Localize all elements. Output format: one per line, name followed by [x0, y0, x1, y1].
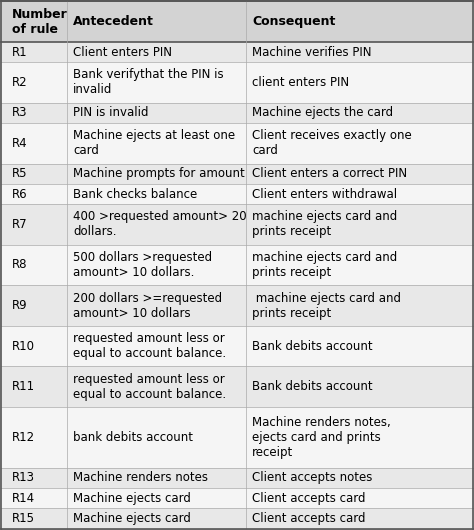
Text: Machine renders notes,
ejects card and prints
receipt: Machine renders notes, ejects card and p…: [252, 416, 391, 459]
Text: 200 dollars >=requested
amount> 10 dollars: 200 dollars >=requested amount> 10 dolla…: [73, 292, 222, 320]
Bar: [1, 184, 473, 204]
Text: R5: R5: [12, 167, 27, 180]
Text: R10: R10: [12, 340, 35, 352]
Text: 400 >requested amount> 20
dollars.: 400 >requested amount> 20 dollars.: [73, 210, 246, 238]
Text: Client receives exactly one
card: Client receives exactly one card: [252, 129, 412, 157]
Text: R8: R8: [12, 259, 27, 271]
Text: R9: R9: [12, 299, 27, 312]
Text: Client enters PIN: Client enters PIN: [73, 46, 172, 59]
Bar: [1, 245, 473, 285]
Bar: [1, 204, 473, 245]
Text: Client enters withdrawal: Client enters withdrawal: [252, 188, 397, 200]
Text: Client enters a correct PIN: Client enters a correct PIN: [252, 167, 407, 180]
Text: R4: R4: [12, 137, 27, 150]
Text: R1: R1: [12, 46, 27, 59]
Bar: [1, 508, 473, 528]
Bar: [1, 407, 473, 468]
Bar: [1, 42, 473, 62]
Text: R12: R12: [12, 431, 35, 444]
Bar: [1, 468, 473, 488]
Text: machine ejects card and
prints receipt: machine ejects card and prints receipt: [252, 210, 397, 238]
Text: Number
of rule: Number of rule: [12, 7, 67, 36]
Text: Machine ejects at least one
card: Machine ejects at least one card: [73, 129, 235, 157]
Text: requested amount less or
equal to account balance.: requested amount less or equal to accoun…: [73, 332, 226, 360]
Bar: [1, 103, 473, 123]
Text: Client accepts card: Client accepts card: [252, 512, 365, 525]
Text: machine ejects card and
prints receipt: machine ejects card and prints receipt: [252, 292, 401, 320]
Text: Machine ejects card: Machine ejects card: [73, 492, 191, 505]
Text: R3: R3: [12, 107, 27, 119]
Text: Bank debits account: Bank debits account: [252, 380, 373, 393]
Bar: [1, 366, 473, 407]
Text: Consequent: Consequent: [252, 15, 336, 28]
Bar: [1, 164, 473, 184]
Text: R14: R14: [12, 492, 35, 505]
Text: Machine ejects the card: Machine ejects the card: [252, 107, 393, 119]
Bar: [1, 123, 473, 164]
Text: bank debits account: bank debits account: [73, 431, 193, 444]
Text: Bank debits account: Bank debits account: [252, 340, 373, 352]
Text: Bank verifythat the PIN is
invalid: Bank verifythat the PIN is invalid: [73, 68, 224, 96]
Text: Machine renders notes: Machine renders notes: [73, 471, 208, 484]
Bar: [1, 2, 473, 42]
Text: R2: R2: [12, 76, 27, 89]
Text: machine ejects card and
prints receipt: machine ejects card and prints receipt: [252, 251, 397, 279]
Text: Bank checks balance: Bank checks balance: [73, 188, 197, 200]
Text: R6: R6: [12, 188, 27, 200]
Text: R13: R13: [12, 471, 35, 484]
Bar: [1, 488, 473, 508]
Text: Machine prompts for amount: Machine prompts for amount: [73, 167, 245, 180]
Text: requested amount less or
equal to account balance.: requested amount less or equal to accoun…: [73, 373, 226, 401]
Bar: [1, 285, 473, 326]
Text: 500 dollars >requested
amount> 10 dollars.: 500 dollars >requested amount> 10 dollar…: [73, 251, 212, 279]
Text: Client accepts card: Client accepts card: [252, 492, 365, 505]
Text: Machine ejects card: Machine ejects card: [73, 512, 191, 525]
Text: Client accepts notes: Client accepts notes: [252, 471, 373, 484]
Text: R15: R15: [12, 512, 35, 525]
Text: R11: R11: [12, 380, 35, 393]
Text: R7: R7: [12, 218, 27, 231]
Text: Machine verifies PIN: Machine verifies PIN: [252, 46, 372, 59]
Bar: [1, 326, 473, 366]
Bar: [1, 62, 473, 103]
Text: PIN is invalid: PIN is invalid: [73, 107, 148, 119]
Text: Antecedent: Antecedent: [73, 15, 154, 28]
Text: client enters PIN: client enters PIN: [252, 76, 349, 89]
